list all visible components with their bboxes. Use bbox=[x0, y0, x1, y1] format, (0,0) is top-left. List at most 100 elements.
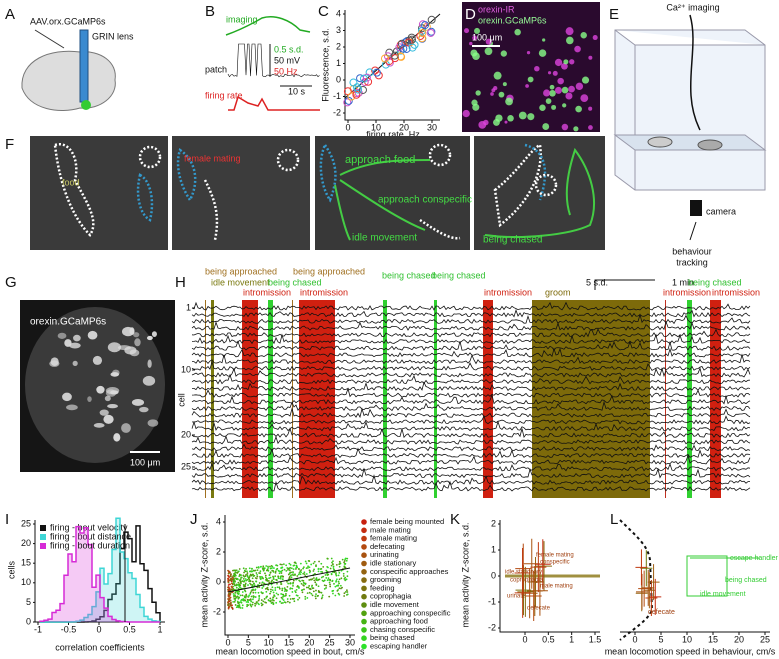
dot bbox=[422, 22, 431, 31]
cell bbox=[568, 85, 575, 93]
dot bbox=[241, 607, 244, 609]
panel-c: Fluorescence, s.d. firing rate, Hz 43210… bbox=[320, 8, 441, 139]
dot bbox=[354, 88, 363, 97]
dot bbox=[299, 573, 302, 576]
dot bbox=[308, 579, 311, 581]
dot bbox=[253, 595, 255, 598]
dot bbox=[312, 590, 315, 593]
dot bbox=[256, 569, 259, 572]
dot bbox=[233, 569, 235, 572]
panel-letter: E bbox=[609, 6, 619, 23]
cell bbox=[518, 111, 527, 120]
y-tick-label: 20 bbox=[21, 538, 31, 548]
dot bbox=[234, 571, 237, 574]
cell bbox=[62, 392, 72, 402]
panel-letter: B bbox=[205, 3, 215, 20]
panel-f: food female mating approach food approac… bbox=[30, 136, 605, 250]
dot bbox=[244, 596, 247, 599]
dot bbox=[251, 577, 254, 580]
dot bbox=[334, 594, 337, 597]
dot bbox=[242, 577, 245, 580]
dot bbox=[280, 572, 283, 574]
dot bbox=[238, 579, 241, 582]
cell bbox=[581, 76, 590, 84]
dot bbox=[227, 581, 230, 584]
dot bbox=[332, 592, 334, 595]
dot bbox=[300, 582, 303, 585]
dot bbox=[275, 579, 278, 581]
dot bbox=[341, 558, 344, 561]
cell bbox=[507, 114, 514, 122]
dot bbox=[234, 604, 237, 606]
dot bbox=[262, 569, 265, 572]
dot bbox=[229, 604, 232, 607]
trace bbox=[191, 347, 751, 358]
x-tick-label: 10 bbox=[371, 122, 381, 132]
dot bbox=[292, 579, 295, 582]
legend-label: male mating bbox=[370, 525, 411, 534]
x-tick-label: 20 bbox=[734, 634, 744, 644]
dot bbox=[311, 584, 314, 587]
dot bbox=[269, 592, 271, 595]
axis-label: cell bbox=[176, 393, 186, 407]
dot bbox=[229, 599, 232, 602]
trace bbox=[191, 480, 751, 492]
cell bbox=[110, 390, 119, 395]
dot bbox=[230, 588, 233, 591]
dot bbox=[360, 77, 369, 86]
dot bbox=[258, 586, 261, 589]
dot bbox=[272, 578, 275, 581]
cell bbox=[566, 36, 574, 45]
dot bbox=[259, 570, 262, 573]
legend-label: conspecific approaches bbox=[370, 567, 449, 576]
dot bbox=[303, 573, 306, 576]
dot bbox=[276, 567, 279, 570]
event-band bbox=[205, 300, 206, 498]
dot bbox=[250, 590, 253, 592]
dot bbox=[288, 575, 291, 578]
dot bbox=[244, 585, 247, 588]
y-tick-label: 1 bbox=[336, 58, 341, 68]
dot bbox=[265, 569, 268, 572]
dot bbox=[319, 568, 322, 570]
label: food bbox=[62, 177, 80, 187]
x-tick-label: 20 bbox=[399, 122, 409, 132]
dot bbox=[247, 584, 249, 586]
dot bbox=[285, 569, 288, 572]
y-tick-label: 20 bbox=[181, 429, 191, 439]
dot bbox=[232, 577, 234, 579]
dot bbox=[372, 68, 381, 77]
dot bbox=[397, 39, 406, 48]
axis-label: cells bbox=[6, 561, 16, 580]
y-tick-label: 5 bbox=[26, 597, 31, 607]
label: being chased bbox=[725, 577, 767, 584]
panel-letter: K bbox=[450, 511, 460, 528]
crossbar bbox=[642, 569, 655, 606]
dot bbox=[252, 569, 255, 572]
dot bbox=[287, 567, 290, 570]
dot bbox=[338, 582, 340, 585]
crossbar bbox=[527, 557, 544, 608]
floor bbox=[613, 134, 767, 151]
dot bbox=[326, 557, 329, 560]
trace bbox=[191, 447, 751, 459]
dot bbox=[269, 576, 272, 579]
dot bbox=[303, 571, 306, 574]
dot bbox=[250, 605, 253, 608]
dot bbox=[276, 586, 279, 589]
label: tracking bbox=[676, 257, 708, 267]
axis bbox=[224, 515, 355, 636]
dot bbox=[421, 21, 430, 30]
dot bbox=[352, 90, 361, 99]
cell bbox=[580, 94, 589, 102]
dot bbox=[253, 582, 255, 585]
legend-label: defecating bbox=[370, 542, 405, 551]
dot bbox=[236, 600, 239, 603]
dot bbox=[320, 576, 323, 579]
camera-icon bbox=[690, 200, 702, 216]
trace bbox=[191, 415, 751, 425]
dot bbox=[241, 604, 244, 607]
dot bbox=[233, 600, 236, 603]
cell bbox=[498, 91, 505, 98]
